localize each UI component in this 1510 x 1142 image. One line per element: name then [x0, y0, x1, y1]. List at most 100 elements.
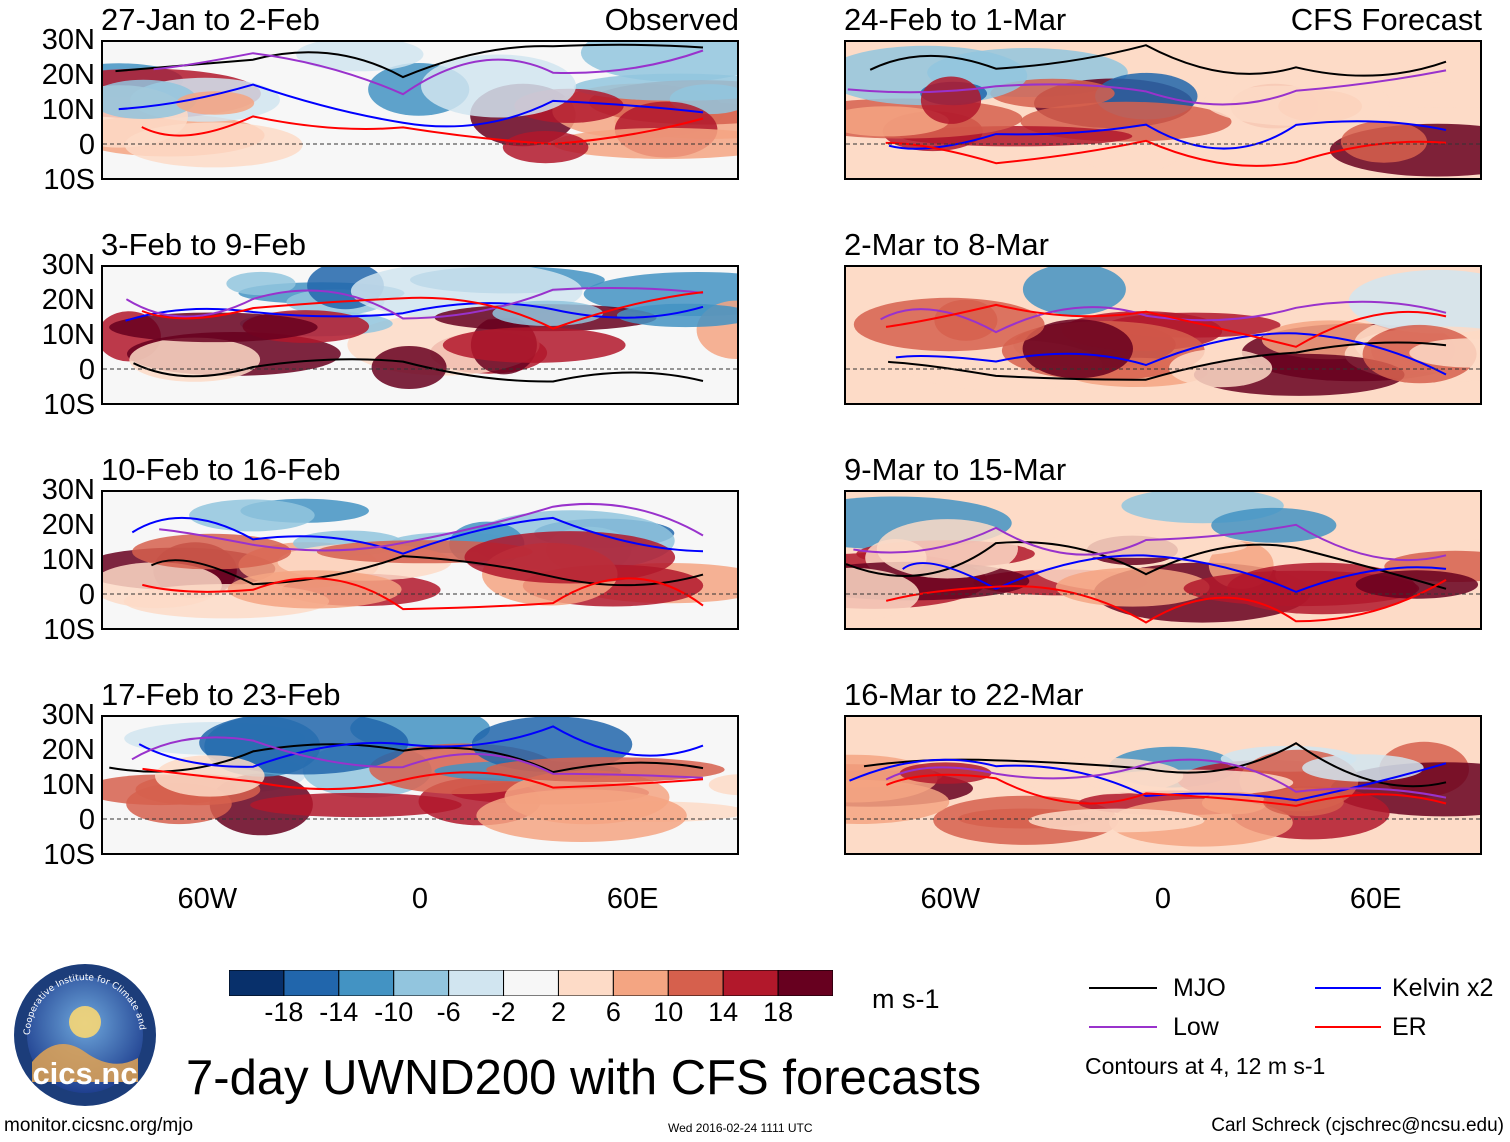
colorbar-level-label: -2	[491, 997, 516, 1027]
anomaly-blob	[250, 792, 462, 818]
panel-map	[844, 40, 1482, 180]
contour-kelvin-x2	[888, 120, 1447, 150]
lat-tick-label: 10N	[41, 319, 95, 351]
contour-low	[880, 300, 1447, 334]
colorbar-level-label: -6	[436, 997, 461, 1027]
anomaly-blob	[1348, 269, 1480, 334]
anomaly-blob	[1204, 76, 1390, 126]
panel-title: 2-Mar to 8-Mar	[844, 227, 1049, 262]
colorbar-swatch	[283, 969, 340, 997]
anomaly-blob	[176, 91, 255, 115]
anomaly-blob	[552, 127, 737, 159]
anomaly-blob	[189, 499, 315, 532]
anomaly-blob	[502, 131, 589, 164]
lat-tick-label: 10S	[43, 389, 95, 421]
anomaly-blob	[492, 300, 603, 326]
contour-low	[131, 736, 704, 779]
lat-tick-label: 10N	[41, 94, 95, 126]
contour-mjo	[150, 555, 704, 587]
contour-low	[159, 502, 704, 552]
anomaly-blob	[103, 562, 222, 609]
anomaly-blob	[421, 54, 576, 118]
legend-label-mjo: MJO	[1173, 974, 1226, 1002]
contour-er	[885, 579, 1447, 624]
anomaly-blob	[109, 312, 318, 343]
panel-tag: CFS Forecast	[1290, 2, 1482, 37]
contour-er	[142, 577, 704, 611]
contour-mjo	[133, 358, 704, 383]
anomaly-blob	[853, 297, 1045, 352]
lat-tick-label: 10N	[41, 769, 95, 801]
legend-label-kelvin: Kelvin x2	[1392, 974, 1494, 1002]
logo-graphic: Cooperative Institute for Climate and Sa…	[9, 955, 156, 1106]
colorbar-level-label: -18	[264, 997, 304, 1027]
lat-tick-label: 30N	[41, 24, 95, 56]
anomaly-blob	[899, 762, 992, 784]
colorbar-swatch	[667, 969, 724, 997]
lat-tick-label: 30N	[41, 474, 95, 506]
panel-title: 10-Feb to 16-Feb	[101, 452, 341, 487]
legend-label-er: ER	[1392, 1013, 1427, 1041]
panel-map	[101, 490, 739, 630]
colorbar-swatches	[228, 969, 834, 997]
lat-tick-label: 0	[78, 129, 95, 161]
contour-er	[141, 291, 704, 330]
lon-tick-label: 0	[411, 883, 429, 915]
lat-tick-label: 20N	[41, 509, 95, 541]
colorbar-swatch	[777, 969, 834, 997]
contour-note: Contours at 4, 12 m s-1	[1085, 1053, 1326, 1079]
units-label: m s-1	[872, 984, 940, 1014]
anomaly-blob	[1028, 808, 1205, 833]
lat-tick-label: 10S	[43, 839, 95, 871]
lon-tick-label: 60E	[606, 883, 659, 915]
colorbar-level-label: 2	[550, 997, 566, 1027]
lat-tick-label: 10N	[41, 544, 95, 576]
colorbar-level-label: 14	[708, 997, 739, 1027]
legend: MJO Kelvin x2 Low ER Contours at 4, 12 m…	[1085, 970, 1510, 1090]
legend-label-low: Low	[1173, 1013, 1219, 1041]
panel-field	[103, 492, 737, 628]
colorbar-swatch	[393, 969, 450, 997]
panel-title: 17-Feb to 23-Feb	[101, 677, 341, 712]
chart-title: 7-day UWND200 with CFS forecasts	[186, 1051, 982, 1105]
contour-kelvin-x2	[118, 83, 704, 128]
panel-tag: Observed	[604, 2, 739, 37]
legend-lines	[1089, 987, 1381, 1028]
anomaly-blob	[371, 346, 447, 389]
cics-logo: Cooperative Institute for Climate and Sa…	[9, 955, 158, 1108]
colorbar-level-label: 10	[653, 997, 684, 1027]
contour-low	[153, 49, 704, 96]
lon-tick-label: 60E	[1349, 883, 1402, 915]
anomaly-blob	[1409, 338, 1480, 368]
anomaly-blob	[1340, 120, 1428, 163]
lat-tick-label: 20N	[41, 59, 95, 91]
anomaly-blob	[442, 327, 626, 363]
contour-mjo	[846, 541, 1447, 590]
panel-title: 16-Mar to 22-Mar	[844, 677, 1084, 712]
panel-field	[103, 42, 737, 178]
contour-kelvin-x2	[902, 554, 1447, 593]
contour-low	[853, 523, 1447, 561]
anomaly-blob	[573, 73, 737, 101]
anomaly-blob	[1022, 267, 1126, 316]
panel-field	[103, 717, 737, 853]
panel-map	[844, 715, 1482, 855]
anomaly-blob	[476, 789, 687, 842]
colorbar-swatch	[557, 969, 614, 997]
colorbar-level-label: -10	[374, 997, 414, 1027]
colorbar-swatch	[612, 969, 669, 997]
panel-map	[101, 715, 739, 855]
lat-tick-label: 20N	[41, 284, 95, 316]
panel-map	[101, 40, 739, 180]
colorbar-swatch	[338, 969, 395, 997]
anomaly-blob	[616, 303, 737, 328]
colorbar-swatch	[228, 969, 285, 997]
anomaly-blob	[846, 106, 949, 137]
lat-tick-label: 10S	[43, 164, 95, 196]
lat-tick-label: 30N	[41, 699, 95, 731]
panel-map	[101, 265, 739, 405]
lat-tick-label: 30N	[41, 249, 95, 281]
footer-author: Carl Schreck (cjschrec@ncsu.edu)	[1211, 1115, 1504, 1136]
contour-mjo	[888, 341, 1447, 381]
panel-field	[846, 42, 1480, 178]
